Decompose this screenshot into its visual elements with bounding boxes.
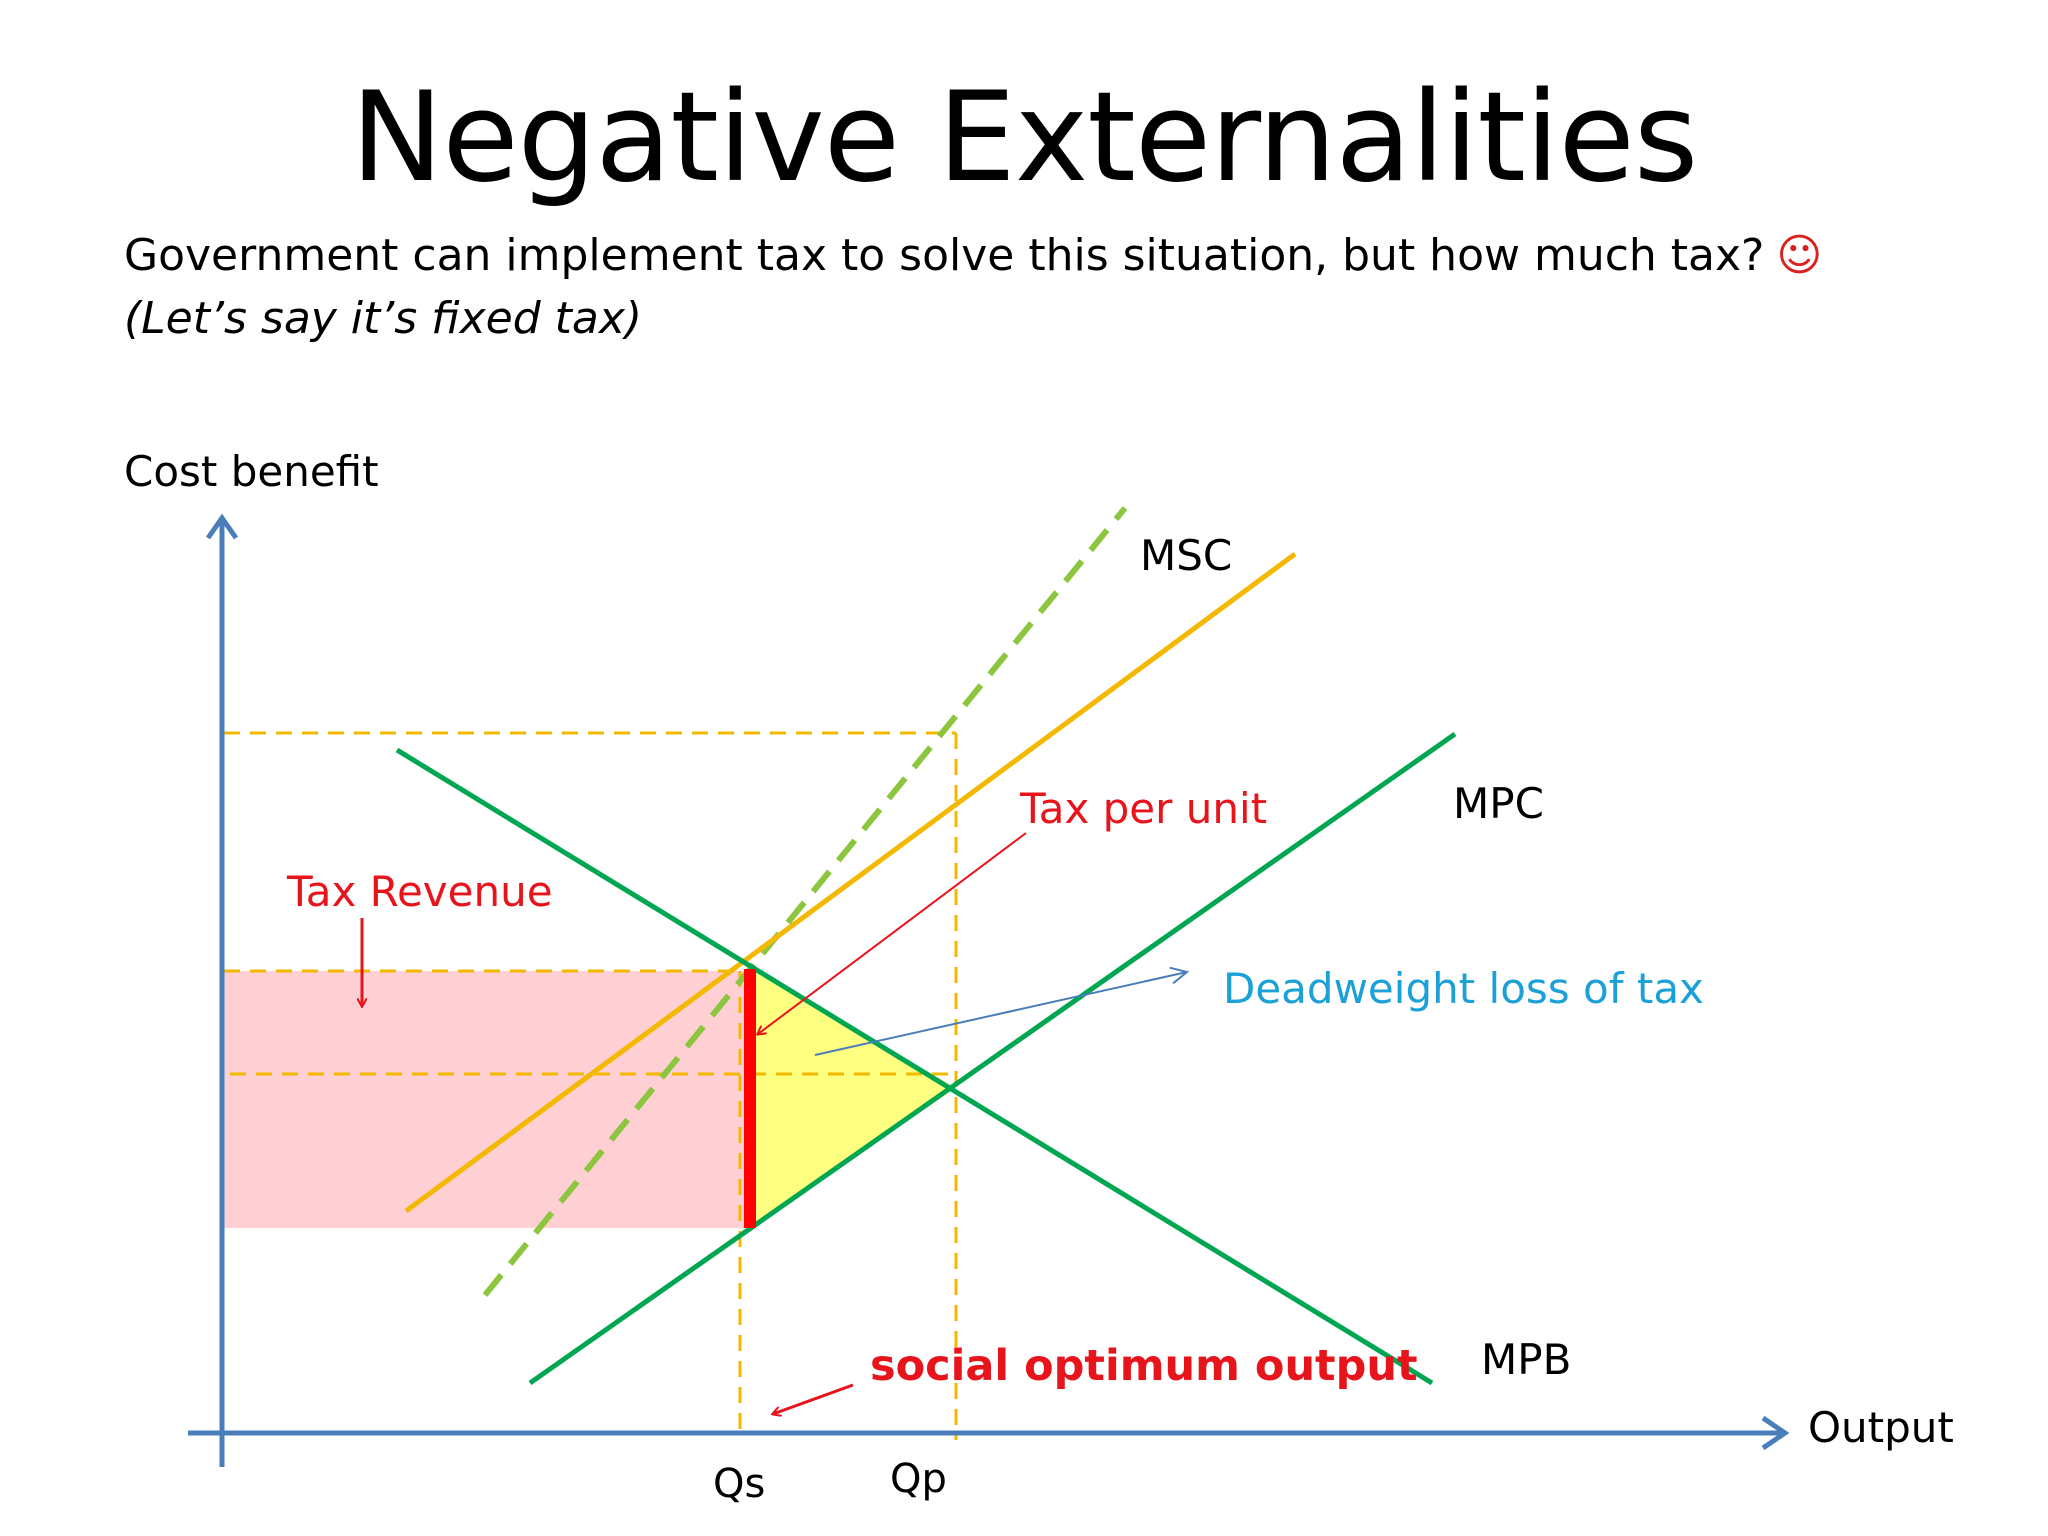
social-optimum-label: social optimum output — [870, 1341, 1418, 1391]
mpb-curve — [395, 747, 1434, 1386]
msc-dashed-curve — [482, 506, 1128, 1297]
y-axis-arrowhead — [205, 513, 239, 540]
qs-tick-label: Qs — [713, 1461, 765, 1507]
msc-label: MSC — [1140, 531, 1232, 580]
subtitle-note: (Let’s say it’s fixed tax) — [124, 293, 643, 344]
deadweight-loss-label: Deadweight loss of tax — [1223, 964, 1704, 1013]
axes — [188, 513, 1790, 1467]
tax-revenue-label: Tax Revenue — [286, 867, 553, 916]
tax-per-unit-label: Tax per unit — [1019, 784, 1267, 833]
slide-title: Negative Externalities — [350, 66, 1699, 210]
x-axis-arrowhead — [1761, 1415, 1790, 1451]
deadweight-loss-arrow — [814, 972, 1187, 1056]
deadweight-loss-area — [750, 968, 956, 1227]
y-axis-label: Cost benefit — [124, 447, 379, 496]
slide-subtitle: Government can implement tax to solve th… — [124, 230, 1822, 281]
mpc-curve — [528, 731, 1457, 1386]
qp-tick-label: Qp — [890, 1456, 947, 1502]
tax-revenue-area — [224, 971, 750, 1228]
subtitle-text: Government can implement tax to solve th… — [124, 230, 1765, 281]
mpc-label: MPC — [1453, 779, 1544, 828]
x-axis-label: Output — [1808, 1403, 1954, 1452]
social-optimum-arrow — [773, 1383, 854, 1414]
mpb-label: MPB — [1481, 1335, 1571, 1384]
smiley-icon: ☺ — [1776, 230, 1823, 281]
tax-per-unit-arrow — [758, 832, 1027, 1034]
taxed-supply-curve — [404, 551, 1297, 1214]
